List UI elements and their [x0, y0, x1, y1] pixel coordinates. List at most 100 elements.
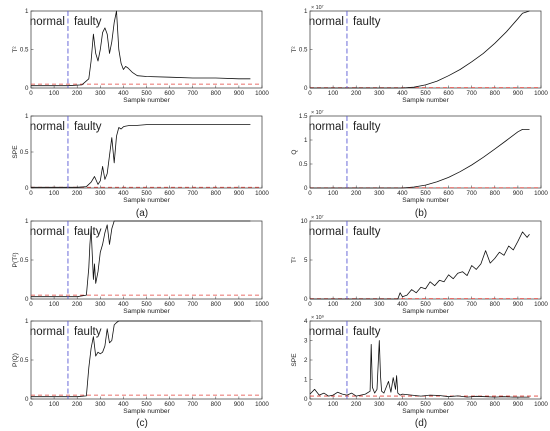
x-tick-label: 500: [141, 190, 152, 197]
x-tick-label: 400: [118, 90, 129, 97]
series-line-0: [31, 124, 251, 188]
y-tick-label: 1: [25, 113, 29, 120]
x-tick-label: 600: [443, 401, 454, 408]
x-tick-label: 200: [351, 90, 362, 97]
x-tick-label: 200: [72, 401, 83, 408]
y-tick-label: 2: [304, 357, 308, 364]
x-tick-label: 200: [72, 301, 83, 308]
y-tick-label: 0: [304, 396, 308, 403]
x-tick-label: 200: [351, 401, 362, 408]
axes-frame: [309, 10, 542, 89]
y-tick-label: 1: [304, 137, 308, 144]
chart-middle-left: 0 100 200 300 400 500 600 700 800 900 1000 0 0.5 1 Sam…: [12, 113, 269, 204]
x-tick-label: 900: [513, 401, 524, 408]
y-axis-label: T²: [291, 256, 298, 263]
caption-d: (d): [415, 418, 427, 429]
y-tick-label: 0.5: [299, 161, 308, 168]
x-tick-label: 700: [467, 301, 478, 308]
x-tick-label: 400: [397, 301, 408, 308]
x-axis-label: Sample number: [402, 197, 449, 204]
axes-frame: [309, 320, 542, 400]
x-tick-label: 900: [513, 301, 524, 308]
chart-bottom-right-lower: 0 100 200 300 400 500 600 700 800 900 1000 0 1 2 3 4× 1…: [291, 315, 548, 415]
x-tick-label: 300: [95, 401, 106, 408]
x-tick-label: 100: [328, 190, 339, 197]
y-tick-label: 0: [304, 85, 308, 92]
x-tick-label: 600: [443, 90, 454, 97]
x-tick-label: 700: [188, 190, 199, 197]
x-tick-label: 700: [467, 401, 478, 408]
x-tick-label: 700: [188, 301, 199, 308]
y-tick-label: 5: [304, 257, 308, 264]
axes-frame: [309, 220, 542, 300]
x-tick-label: 800: [490, 190, 501, 197]
axis-multiplier: × 10⁹: [311, 315, 324, 321]
series-line-0: [309, 340, 530, 398]
x-axis-label: Sample number: [123, 197, 170, 204]
annotation-normal: normal: [30, 16, 65, 28]
x-tick-label: 200: [351, 301, 362, 308]
x-tick-label: 300: [95, 190, 106, 197]
y-tick-label: 0: [25, 185, 29, 192]
y-tick-label: 1: [25, 318, 29, 325]
y-tick-label: 0: [25, 296, 29, 303]
axes-frame: [30, 115, 263, 189]
x-tick-label: 400: [397, 90, 408, 97]
y-tick-label: 1: [304, 8, 308, 15]
x-tick-label: 300: [374, 190, 385, 197]
x-tick-label: 100: [49, 301, 60, 308]
x-tick-label: 100: [328, 90, 339, 97]
x-tick-label: 800: [211, 90, 222, 97]
axes-frame: [309, 115, 542, 189]
y-tick-label: 0.5: [20, 47, 29, 54]
x-tick-label: 1000: [534, 190, 548, 197]
x-tick-label: 1000: [255, 301, 269, 308]
y-tick-label: 1: [304, 377, 308, 384]
x-tick-label: 900: [513, 190, 524, 197]
caption-c: (c): [136, 418, 148, 429]
x-tick-label: 800: [211, 401, 222, 408]
annotation-faulty: faulty: [353, 326, 381, 338]
chart-top-right: 0 100 200 300 400 500 600 700 800 900 1000 0 0.5 1× 1…: [291, 5, 548, 104]
series-line-0: [31, 10, 251, 87]
y-tick-label: 4: [304, 318, 308, 325]
x-tick-label: 300: [374, 401, 385, 408]
x-tick-label: 1000: [255, 90, 269, 97]
axis-multiplier: × 10⁷: [311, 215, 324, 221]
x-tick-label: 300: [374, 301, 385, 308]
annotation-faulty: faulty: [353, 121, 381, 133]
x-tick-label: 300: [95, 90, 106, 97]
x-tick-label: 800: [211, 190, 222, 197]
axis-multiplier: × 10⁷: [311, 110, 324, 116]
axes-frame: [30, 320, 263, 400]
x-tick-label: 500: [141, 401, 152, 408]
chart-bottom-left-lower: 0 100 200 300 400 500 600 700 800 900 1000 0 0.5 1 Sam…: [12, 318, 269, 415]
x-tick-label: 400: [118, 190, 129, 197]
x-tick-label: 900: [234, 401, 245, 408]
y-tick-label: 10: [301, 218, 308, 225]
y-tick-label: 3: [304, 338, 308, 345]
x-tick-label: 100: [49, 190, 60, 197]
x-tick-label: 600: [443, 301, 454, 308]
annotation-normal: normal: [30, 226, 65, 238]
x-tick-label: 600: [164, 190, 175, 197]
x-tick-label: 900: [234, 301, 245, 308]
y-tick-label: 1: [25, 218, 29, 225]
y-axis-label: SPE: [12, 145, 19, 159]
y-axis-label: P(T²): [12, 252, 19, 267]
x-tick-label: 400: [397, 190, 408, 197]
x-tick-label: 700: [188, 90, 199, 97]
y-tick-label: 1: [25, 8, 29, 15]
x-tick-label: 600: [164, 401, 175, 408]
x-tick-label: 500: [420, 401, 431, 408]
annotation-normal: normal: [309, 121, 344, 133]
y-tick-label: 0.5: [299, 47, 308, 54]
y-tick-label: 0: [25, 396, 29, 403]
y-tick-label: 0: [25, 85, 29, 92]
x-tick-label: 900: [234, 90, 245, 97]
x-tick-label: 0: [308, 190, 312, 197]
y-axis-label: SPE: [291, 353, 298, 367]
axis-multiplier: × 10⁷: [311, 5, 324, 11]
y-axis-label: T²: [12, 46, 19, 53]
